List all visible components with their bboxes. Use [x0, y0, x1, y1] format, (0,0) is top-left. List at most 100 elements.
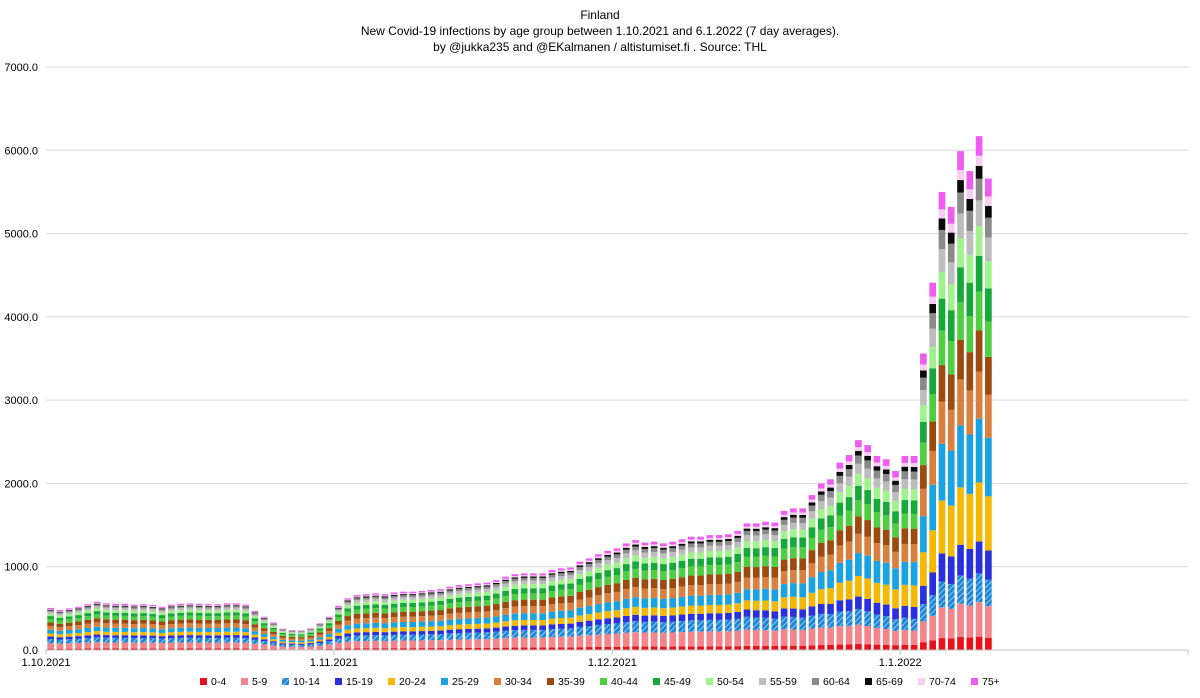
bar-segment-5-9: [836, 626, 844, 645]
bar-segment-30-34: [622, 589, 630, 599]
y-tick-label: 5000.0: [4, 229, 38, 241]
bar-segment-40-44: [465, 601, 472, 607]
legend-item-10-14: 10-14: [282, 676, 320, 688]
bar-segment-45-49: [344, 608, 352, 612]
bar-segment-75+: [604, 550, 612, 554]
bar-segment-20-24: [84, 632, 92, 636]
bar-segment-45-49: [214, 613, 222, 617]
bar-segment-60-64: [660, 549, 667, 554]
bar-segment-60-64: [325, 618, 333, 620]
bar-segment-0-4: [168, 648, 175, 650]
bar-segment-25-29: [864, 555, 872, 579]
bar-segment-55-59: [149, 609, 157, 612]
bar-stack: [920, 353, 927, 650]
bar-segment-60-64: [390, 595, 398, 598]
bar-segment-70-74: [84, 605, 92, 607]
legend-item-25-29: 25-29: [441, 676, 479, 688]
bar-segment-50-54: [427, 598, 435, 602]
bar-segment-60-64: [715, 541, 723, 546]
bar-segment-15-19: [288, 643, 296, 645]
bar-stack: [929, 282, 937, 650]
bar-segment-50-54: [446, 595, 454, 599]
bar-segment-50-54: [223, 609, 231, 613]
bar-segment-10-14: [734, 618, 742, 631]
bar-segment-40-44: [288, 635, 296, 637]
bar-segment-45-49: [362, 605, 370, 609]
bar-segment-15-19: [548, 624, 556, 630]
bar-segment-65-69: [84, 606, 92, 607]
bar-segment-15-19: [687, 613, 695, 621]
bar-segment-45-49: [910, 500, 918, 514]
bar-segment-0-4: [177, 648, 184, 650]
bar-segment-40-44: [427, 605, 435, 611]
bar-segment-20-24: [335, 632, 342, 636]
bar-segment-55-59: [344, 603, 352, 606]
bar-stack: [901, 455, 909, 650]
bar-segment-25-29: [975, 418, 983, 483]
bar-segment-55-59: [381, 599, 389, 602]
bar-segment-55-59: [223, 607, 231, 610]
bar-segment-75+: [121, 603, 129, 605]
bar-segment-45-49: [205, 613, 212, 617]
bar-segment-35-39: [920, 465, 927, 489]
bar-segment-50-54: [455, 594, 463, 598]
bar-segment-45-49: [409, 603, 417, 607]
bar-segment-10-14: [446, 633, 454, 640]
bar-segment-20-24: [400, 627, 407, 632]
bar-segment-40-44: [75, 618, 82, 622]
bar-stack: [650, 541, 658, 650]
bar-segment-60-64: [121, 606, 129, 609]
bar-segment-30-34: [613, 591, 621, 602]
bar-segment-5-9: [75, 642, 82, 649]
bar-segment-20-24: [678, 606, 686, 615]
bar-segment-15-19: [985, 550, 992, 580]
bar-segment-60-64: [103, 606, 110, 608]
bar-segment-45-49: [47, 616, 54, 619]
bar-segment-5-9: [297, 646, 305, 650]
bar-segment-60-64: [669, 548, 677, 552]
bar-segment-70-74: [409, 593, 417, 595]
bar-segment-75+: [75, 606, 82, 608]
bar-segment-65-69: [613, 552, 621, 555]
bar-segment-5-9: [827, 627, 834, 645]
bar-segment-60-64: [604, 556, 612, 561]
bar-segment-70-74: [985, 196, 992, 206]
bar-segment-10-14: [465, 632, 472, 640]
bar-segment-75+: [632, 540, 639, 543]
bar-segment-0-4: [808, 645, 816, 650]
bar-segment-50-54: [613, 562, 621, 569]
bar-segment-55-59: [437, 594, 444, 598]
bar-segment-45-49: [400, 603, 407, 607]
bar-segment-60-64: [251, 613, 259, 615]
bar-segment-65-69: [455, 587, 463, 589]
bar-segment-20-24: [817, 589, 825, 604]
bar-segment-45-49: [65, 616, 73, 620]
bar-segment-10-14: [882, 616, 890, 629]
bar-segment-75+: [576, 561, 584, 564]
bar-segment-75+: [743, 523, 751, 527]
bar-segment-30-34: [557, 603, 565, 611]
bar-segment-5-9: [372, 640, 379, 649]
bar-segment-10-14: [84, 638, 92, 643]
bar-segment-40-44: [817, 529, 825, 543]
bar-segment-0-4: [214, 648, 222, 650]
bar-segment-30-34: [567, 602, 574, 611]
legend-label: 30-34: [505, 676, 532, 688]
bar-segment-20-24: [697, 605, 704, 614]
bar-stack: [557, 568, 565, 650]
bar-segment-30-34: [966, 390, 974, 435]
bar-segment-40-44: [195, 615, 203, 620]
bar-segment-25-29: [595, 604, 602, 613]
bar-stack: [715, 535, 723, 650]
bar-segment-60-64: [595, 559, 602, 564]
bar-segment-60-64: [678, 545, 686, 550]
bar-stack: [678, 539, 686, 650]
bar-segment-60-64: [827, 491, 834, 498]
bar-segment-65-69: [362, 596, 370, 598]
bar-segment-0-4: [706, 646, 714, 650]
bar-segment-65-69: [47, 609, 54, 611]
bar-segment-75+: [427, 590, 435, 592]
bar-segment-35-39: [483, 605, 491, 612]
bar-segment-10-14: [604, 624, 612, 634]
bar-segment-60-64: [465, 588, 472, 591]
